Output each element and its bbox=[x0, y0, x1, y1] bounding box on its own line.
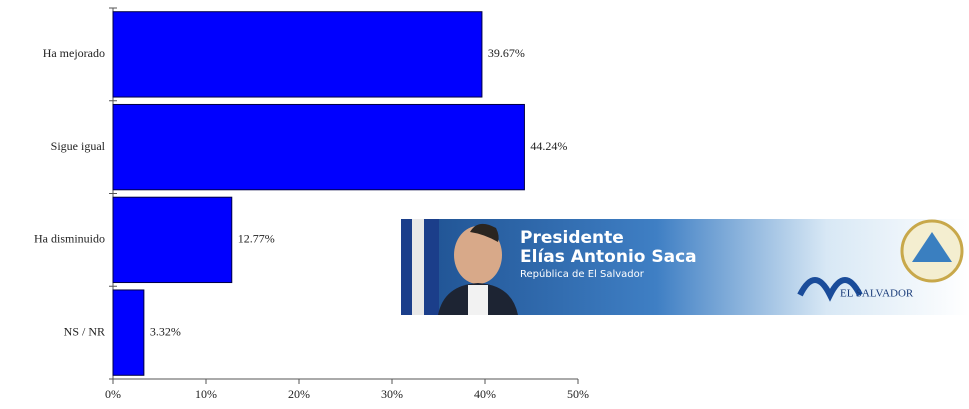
logo-mark bbox=[797, 277, 863, 302]
value-label: 12.77% bbox=[238, 232, 275, 246]
y-tick-label: NS / NR bbox=[64, 324, 105, 338]
flag-stripe bbox=[412, 219, 424, 315]
value-label: 3.32% bbox=[150, 324, 181, 338]
y-tick-label: Sigue igual bbox=[51, 139, 106, 153]
x-tick-label: 50% bbox=[567, 387, 589, 401]
x-tick-label: 30% bbox=[381, 387, 403, 401]
plot: 0% 10% 20% 30% 40% 50% Ha mejorado 39.67% Sigue … bbox=[34, 7, 589, 401]
banner-line2: Elías Antonio Saca bbox=[520, 247, 697, 267]
x-tick-label: 40% bbox=[474, 387, 496, 401]
y-tick-label: Ha mejorado bbox=[43, 46, 105, 60]
value-label: 44.24% bbox=[530, 139, 567, 153]
x-tick-label: 0% bbox=[105, 387, 121, 401]
portrait-shirt bbox=[468, 285, 488, 315]
bar bbox=[112, 103, 525, 191]
logo-text: EL SALVADOR bbox=[840, 288, 914, 300]
banner-line1: Presidente bbox=[520, 228, 624, 248]
bar bbox=[112, 11, 483, 98]
x-tick-label: 10% bbox=[195, 387, 217, 401]
portrait-hair bbox=[470, 223, 499, 242]
banner: Presidente Elías Antonio Saca República … bbox=[401, 219, 969, 315]
bar bbox=[112, 196, 233, 284]
bar bbox=[112, 289, 145, 376]
seal-triangle bbox=[912, 232, 952, 262]
portrait-face bbox=[454, 226, 502, 284]
banner-line3: República de El Salvador bbox=[520, 268, 645, 280]
y-tick-label: Ha disminuido bbox=[34, 232, 105, 246]
x-tick-label: 20% bbox=[288, 387, 310, 401]
value-label: 39.67% bbox=[488, 46, 525, 60]
